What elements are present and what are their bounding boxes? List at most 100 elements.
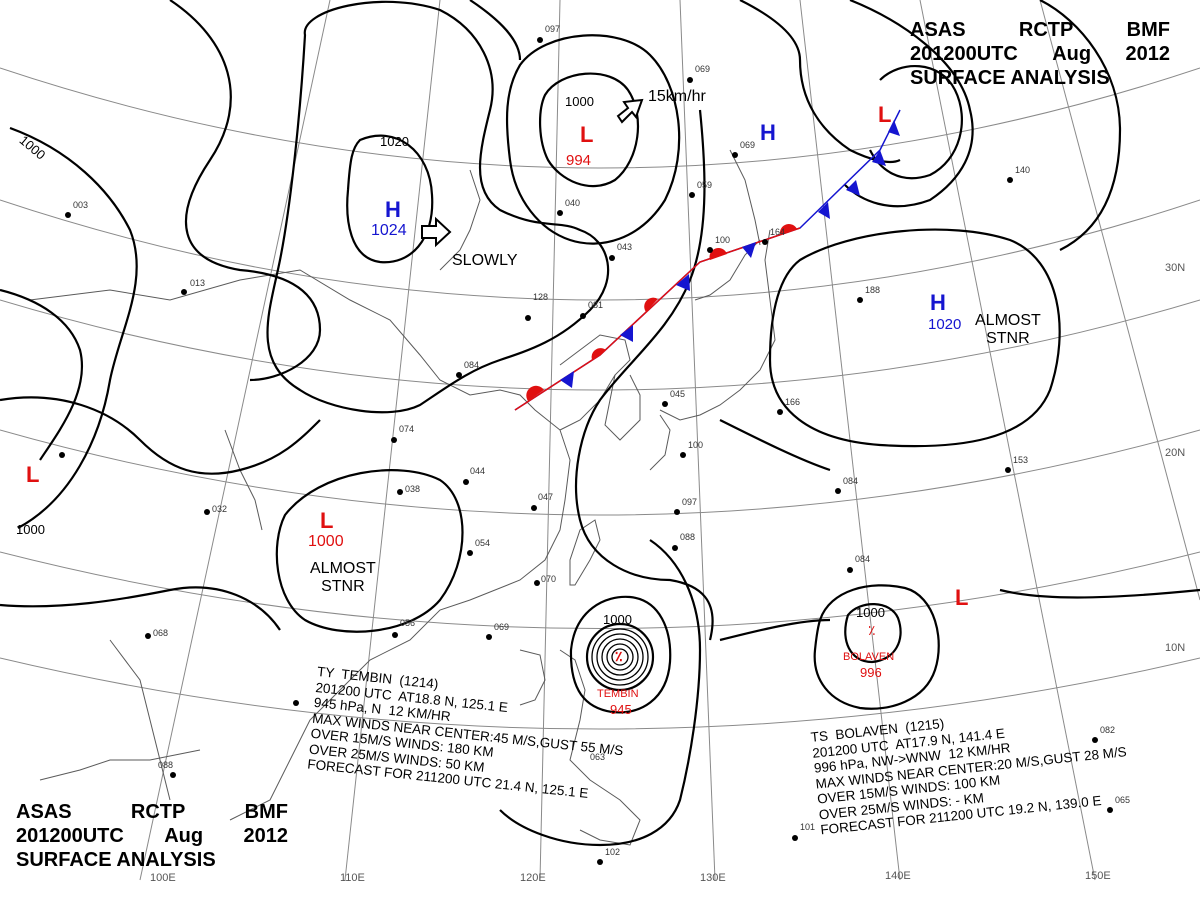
low-marker: L — [955, 585, 969, 610]
svg-text:068: 068 — [153, 628, 168, 638]
svg-text:188: 188 — [865, 285, 880, 295]
svg-text:084: 084 — [464, 360, 479, 370]
typhoon-pressure: 945 — [610, 702, 632, 717]
storm-symbol-icon: ٪ — [868, 622, 876, 638]
typhoon-name: TEMBIN — [597, 688, 639, 700]
header-month: Aug — [164, 825, 204, 847]
low-pressure-value: 994 — [566, 152, 592, 169]
low-marker: L — [320, 508, 334, 533]
high-pressure-value: 1024 — [371, 222, 407, 239]
header-time: 201200UTC — [910, 43, 1018, 65]
high-marker: H — [930, 290, 946, 315]
header-code: BMF — [244, 801, 288, 823]
lon-label-150e: 150E — [1085, 870, 1111, 882]
svg-text:065: 065 — [1115, 795, 1130, 805]
svg-text:044: 044 — [470, 466, 485, 476]
isobar-label: 1000 — [603, 612, 632, 627]
high-pressure-value: 1020 — [928, 316, 962, 333]
header-station: RCTP — [1018, 19, 1074, 41]
stationary-note: ALMOST STNR — [975, 312, 1041, 348]
storm-name: BOLAVEN — [843, 651, 895, 663]
stationary-note-line: ALMOST — [310, 560, 376, 577]
svg-text:088: 088 — [158, 760, 173, 770]
svg-text:070: 070 — [541, 574, 556, 584]
svg-text:140: 140 — [1015, 165, 1030, 175]
chart-header-top: ASAS RCTP BMF 201200UTC Aug 2012 SURFACE… — [910, 18, 1170, 90]
svg-text:038: 038 — [405, 484, 420, 494]
isobar-label: 1000 — [16, 522, 45, 537]
svg-text:045: 045 — [670, 389, 685, 399]
svg-text:047: 047 — [538, 492, 553, 502]
isobar-label: 1020 — [380, 134, 409, 149]
motion-arrows — [421, 98, 644, 248]
longitude-lines — [139, 0, 1200, 881]
svg-text:164: 164 — [770, 227, 785, 237]
slowly-arrow — [421, 216, 452, 248]
svg-text:069: 069 — [494, 622, 509, 632]
svg-text:100: 100 — [688, 440, 703, 450]
high-marker: H — [385, 197, 401, 222]
svg-text:166: 166 — [785, 397, 800, 407]
svg-text:102: 102 — [605, 847, 620, 857]
lon-label-100e: 100E — [150, 872, 176, 884]
low-pressure-value: 1000 — [308, 533, 344, 550]
svg-text:084: 084 — [843, 476, 858, 486]
stationary-front — [514, 109, 901, 411]
station-plots — [59, 37, 1113, 865]
low-motion-arrow — [616, 98, 644, 124]
svg-text:153: 153 — [1013, 455, 1028, 465]
chart-header-bottom: ASAS RCTP BMF 201200UTC Aug 2012 SURFACE… — [16, 800, 288, 872]
isobar-label: 1000 — [565, 94, 594, 109]
svg-text:059: 059 — [697, 180, 712, 190]
lon-label-130e: 130E — [700, 872, 726, 884]
bolaven-isobars — [813, 584, 940, 710]
high-marker: H — [760, 120, 776, 145]
header-year: 2012 — [1125, 43, 1170, 65]
movement-note: 15km/hr — [648, 88, 706, 105]
svg-text:097: 097 — [545, 24, 560, 34]
svg-text:056: 056 — [400, 618, 415, 628]
header-title: SURFACE ANALYSIS — [910, 67, 1110, 89]
movement-note: SLOWLY — [452, 252, 518, 269]
stationary-note: ALMOST STNR — [310, 560, 376, 596]
svg-text:088: 088 — [680, 532, 695, 542]
svg-text:043: 043 — [617, 242, 632, 252]
header-year: 2012 — [243, 825, 288, 847]
isobar-label: 1000 — [856, 605, 885, 620]
svg-text:054: 054 — [475, 538, 490, 548]
tembin-isobars — [569, 595, 672, 714]
svg-text:074: 074 — [399, 424, 414, 434]
lat-label-10n: 10N — [1165, 642, 1186, 654]
svg-text:063: 063 — [590, 752, 605, 762]
latitude-lines — [0, 67, 1200, 730]
header-agency: ASAS — [910, 19, 966, 41]
svg-text:081: 081 — [588, 300, 603, 310]
header-time: 201200UTC — [16, 825, 124, 847]
stationary-note-line: STNR — [321, 578, 365, 595]
svg-text:084: 084 — [855, 554, 870, 564]
svg-text:040: 040 — [565, 198, 580, 208]
svg-text:069: 069 — [740, 140, 755, 150]
svg-text:069: 069 — [695, 64, 710, 74]
header-station: RCTP — [130, 801, 186, 823]
header-code: BMF — [1126, 19, 1170, 41]
svg-text:101: 101 — [800, 822, 815, 832]
low-marker: L — [580, 122, 594, 147]
svg-text:013: 013 — [190, 278, 205, 288]
header-title: SURFACE ANALYSIS — [16, 849, 216, 871]
svg-text:082: 082 — [1100, 725, 1115, 735]
header-agency: ASAS — [16, 801, 72, 823]
svg-text:100: 100 — [715, 235, 730, 245]
svg-text:032: 032 — [212, 504, 227, 514]
lon-label-140e: 140E — [885, 870, 911, 882]
lon-label-110e: 110E — [340, 872, 365, 884]
typhoon-symbol-icon: ٪ — [615, 648, 623, 664]
stationary-note-line: STNR — [986, 330, 1030, 347]
svg-text:003: 003 — [73, 200, 88, 210]
svg-text:097: 097 — [682, 497, 697, 507]
lat-label-20n: 20N — [1165, 447, 1186, 459]
low-marker: L — [26, 462, 40, 487]
